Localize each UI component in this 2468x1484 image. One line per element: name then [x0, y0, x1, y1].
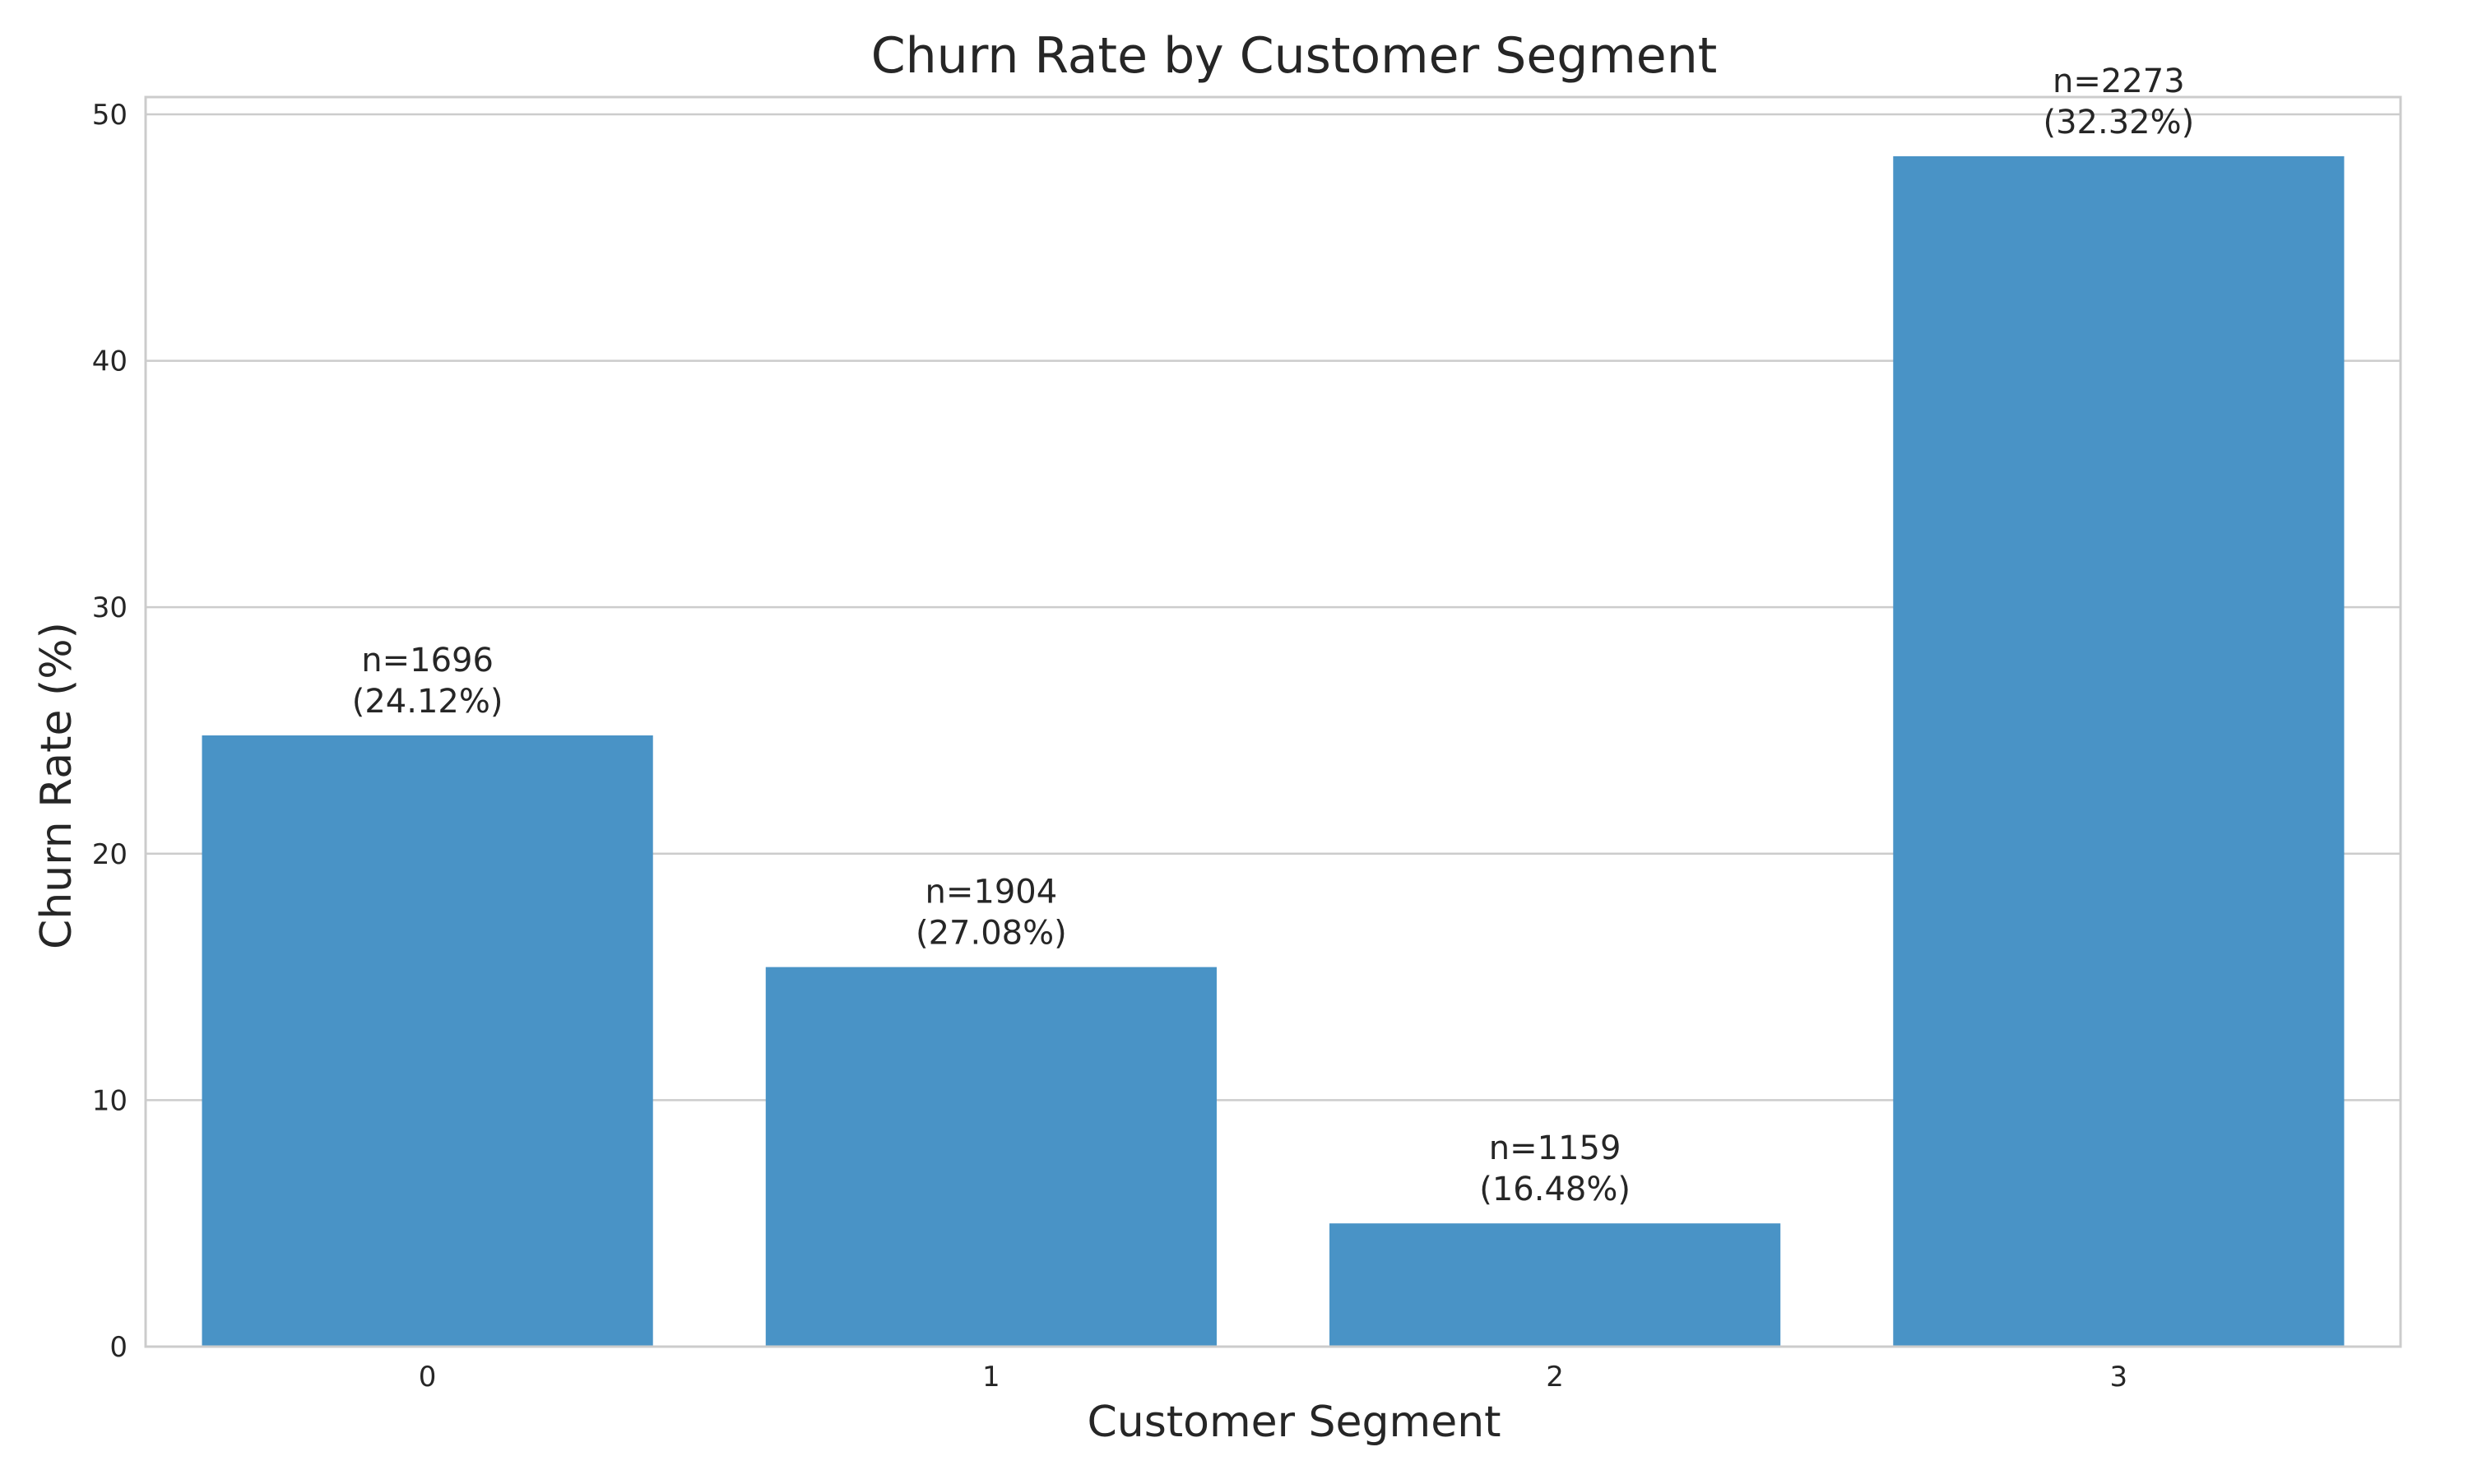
- plot-frame: [144, 95, 2402, 1348]
- bar-segment-1: [765, 967, 1217, 1347]
- x-tick-label: 3: [2110, 1361, 2128, 1394]
- bar-share-label: (32.32%): [2044, 104, 2195, 141]
- bar-share-label: (24.12%): [352, 683, 503, 721]
- y-tick-label: 30: [92, 591, 128, 624]
- bar-share-label: (16.48%): [1479, 1171, 1631, 1208]
- x-tick-label: 1: [982, 1361, 1000, 1394]
- chart-title: Churn Rate by Customer Segment: [871, 27, 1718, 85]
- x-tick-label: 0: [419, 1361, 437, 1394]
- bar-segment-3: [1893, 155, 2345, 1347]
- bar-share-label: (27.08%): [916, 915, 1067, 953]
- bar-segment-2: [1329, 1223, 1781, 1347]
- x-axis-label: Customer Segment: [1087, 1398, 1501, 1447]
- bars: [202, 155, 2345, 1347]
- y-tick-label: 40: [92, 345, 128, 378]
- y-tick-label: 0: [109, 1331, 128, 1364]
- y-tick-label: 10: [92, 1084, 128, 1117]
- y-tick-labels: 0 10 20 30 40 50: [92, 99, 128, 1364]
- y-tick-label: 20: [92, 838, 128, 871]
- bar-data-labels: n=1696 (24.12%) n=1904 (27.08%) n=1159 (16.48…: [352, 63, 2194, 1208]
- bar-count-label: n=1159: [1489, 1129, 1621, 1167]
- x-tick-labels: 0 1 2 3: [419, 1361, 2127, 1394]
- y-axis-label: Churn Rate (%): [32, 622, 81, 949]
- bar-segment-0: [202, 735, 653, 1347]
- bar-count-label: n=1696: [361, 642, 494, 679]
- bar-count-label: n=2273: [2053, 63, 2185, 100]
- y-tick-label: 50: [92, 99, 128, 132]
- bar-count-label: n=1904: [926, 874, 1058, 911]
- x-tick-label: 2: [1546, 1361, 1564, 1394]
